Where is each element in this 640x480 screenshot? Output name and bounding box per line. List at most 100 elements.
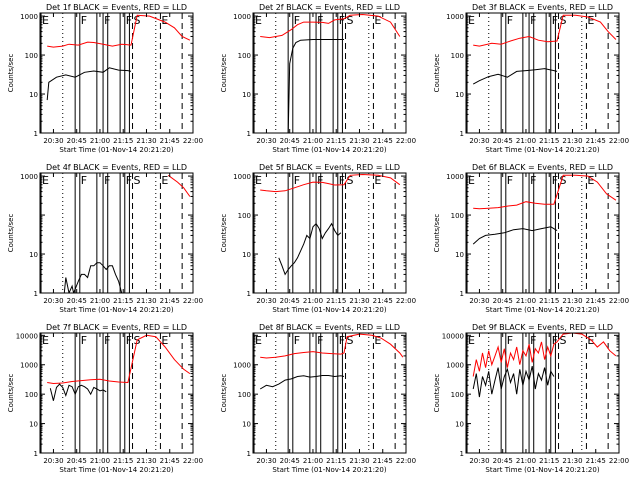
y-tick-label: 1000 <box>20 173 38 181</box>
x-tick-label: 21:45 <box>586 297 606 305</box>
events-series-line <box>472 226 558 245</box>
event-marker-label: F <box>317 334 323 347</box>
x-tick-label: 20:30 <box>469 297 489 305</box>
event-marker-label: E <box>587 14 594 27</box>
plot-frame <box>465 332 620 454</box>
x-tick-label: 21:00 <box>90 457 110 465</box>
event-marker-label: F <box>552 334 558 347</box>
x-axis-label: Start Time (01-Nov-14 20:21:20) <box>272 466 386 474</box>
panel-title: Det 2f BLACK = Events, RED = LLD <box>259 3 400 12</box>
x-tick-label: 21:00 <box>516 457 536 465</box>
panel-det-4: E F F F S E20:30 20:45 21:00 21:15 21:30 21:45 22:0… <box>7 163 203 314</box>
x-tick-label: 22:00 <box>609 297 629 305</box>
x-tick-label: 21:45 <box>160 137 180 145</box>
events-series-line <box>46 67 132 101</box>
y-axis-label: Counts/sec <box>220 214 228 253</box>
x-tick-label: 21:45 <box>160 457 180 465</box>
y-axis-label: Counts/sec <box>7 374 15 413</box>
y-tick-label: 10 <box>242 251 251 259</box>
plot-frame <box>252 12 407 134</box>
event-marker-label: S <box>560 14 567 27</box>
x-tick-label: 22:00 <box>183 297 203 305</box>
plot-frame <box>39 172 194 294</box>
y-axis-label: Counts/sec <box>7 54 15 93</box>
y-tick-label: 1 <box>247 450 251 458</box>
x-tick-label: 20:45 <box>67 137 87 145</box>
event-marker-label: S <box>560 334 567 347</box>
x-tick-label: 21:30 <box>136 297 156 305</box>
y-tick-label: 10 <box>242 91 251 99</box>
plot-frame <box>39 12 194 134</box>
lld-series-line <box>47 334 191 385</box>
x-axis-label: Start Time (01-Nov-14 20:21:20) <box>485 146 599 154</box>
event-marker-label: F <box>104 334 110 347</box>
y-axis-label: Counts/sec <box>433 374 441 413</box>
y-tick-label: 100 <box>238 212 251 220</box>
y-tick-label: 1 <box>460 450 464 458</box>
panel-det-9: E F F F S E20:30 20:45 21:00 21:15 21:30 21:45 22:0… <box>433 323 629 474</box>
x-tick-label: 21:15 <box>326 297 346 305</box>
event-marker-label: S <box>134 174 141 187</box>
x-axis-label: Start Time (01-Nov-14 20:21:20) <box>59 306 173 314</box>
y-tick-label: 10 <box>29 251 38 259</box>
panel-title: Det 8f BLACK = Events, RED = LLD <box>259 323 400 332</box>
x-tick-label: 21:45 <box>373 297 393 305</box>
panel-det-7: E F F F S E20:30 20:45 21:00 21:15 21:30 21:45 22:0… <box>7 323 203 474</box>
event-marker-label: E <box>374 14 381 27</box>
event-marker-label: E <box>587 174 594 187</box>
x-tick-label: 20:30 <box>256 457 276 465</box>
x-tick-label: 21:00 <box>516 137 536 145</box>
panel-det-1: E F F F S E20:30 20:45 21:00 21:15 21:30 21:45 22:0… <box>7 3 203 154</box>
y-tick-label: 10000 <box>442 332 464 340</box>
event-marker-label: F <box>81 14 87 27</box>
y-tick-label: 10 <box>455 421 464 429</box>
events-series-line <box>472 68 558 85</box>
panel-title: Det 4f BLACK = Events, RED = LLD <box>46 163 187 172</box>
x-tick-label: 21:15 <box>113 457 133 465</box>
event-marker-label: F <box>552 174 558 187</box>
x-tick-label: 21:45 <box>586 457 606 465</box>
x-axis-label: Start Time (01-Nov-14 20:21:20) <box>59 146 173 154</box>
event-marker-label: E <box>468 14 475 27</box>
event-marker-label: F <box>530 14 536 27</box>
event-marker-label: F <box>507 174 513 187</box>
x-tick-label: 22:00 <box>183 137 203 145</box>
y-tick-label: 1000 <box>233 173 251 181</box>
y-tick-label: 1000 <box>446 362 464 370</box>
x-axis-label: Start Time (01-Nov-14 20:21:20) <box>59 466 173 474</box>
y-axis-label: Counts/sec <box>220 54 228 93</box>
y-tick-label: 1000 <box>20 362 38 370</box>
events-series-line <box>259 375 345 390</box>
y-tick-label: 100 <box>451 52 464 60</box>
y-axis-label: Counts/sec <box>433 54 441 93</box>
y-tick-label: 100 <box>25 391 38 399</box>
y-tick-label: 1000 <box>20 13 38 21</box>
y-tick-label: 10 <box>29 421 38 429</box>
y-tick-label: 100 <box>238 391 251 399</box>
x-tick-label: 20:45 <box>280 137 300 145</box>
x-tick-label: 21:45 <box>373 457 393 465</box>
x-tick-label: 20:30 <box>469 457 489 465</box>
y-tick-label: 1000 <box>233 13 251 21</box>
lld-series-line <box>47 14 191 48</box>
panel-title: Det 3f BLACK = Events, RED = LLD <box>472 3 613 12</box>
lld-series-line <box>473 14 617 47</box>
x-tick-label: 21:45 <box>373 137 393 145</box>
y-tick-label: 10 <box>29 91 38 99</box>
lld-series-line <box>260 173 401 193</box>
event-marker-label: E <box>468 174 475 187</box>
x-tick-label: 21:15 <box>539 297 559 305</box>
x-tick-label: 20:45 <box>493 457 513 465</box>
panel-title: Det 9f BLACK = Events, RED = LLD <box>472 323 613 332</box>
panel-title: Det 7f BLACK = Events, RED = LLD <box>46 323 187 332</box>
event-marker-label: E <box>468 334 475 347</box>
y-tick-label: 1 <box>460 130 464 138</box>
event-marker-label: F <box>530 334 536 347</box>
x-tick-label: 21:00 <box>516 297 536 305</box>
y-tick-label: 1 <box>34 450 38 458</box>
event-marker-label: E <box>255 14 262 27</box>
x-tick-label: 21:00 <box>90 137 110 145</box>
event-marker-label: F <box>294 174 300 187</box>
panel-det-8: E F F F S E20:30 20:45 21:00 21:15 21:30 21:45 22:0… <box>220 323 416 474</box>
event-marker-label: F <box>104 174 110 187</box>
